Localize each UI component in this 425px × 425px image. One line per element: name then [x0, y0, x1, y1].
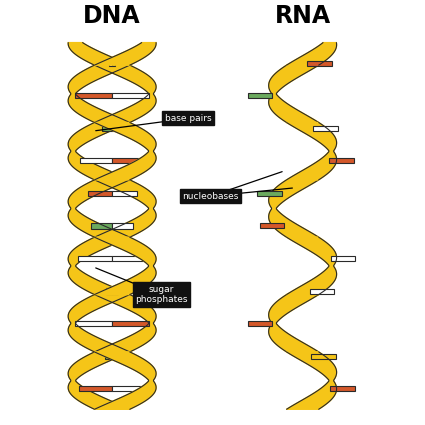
- Polygon shape: [286, 237, 337, 295]
- Bar: [260, 224, 284, 228]
- Bar: [91, 223, 112, 229]
- Bar: [310, 289, 334, 294]
- Bar: [112, 354, 119, 359]
- Polygon shape: [68, 237, 130, 295]
- Polygon shape: [269, 65, 319, 122]
- Polygon shape: [94, 237, 156, 295]
- Bar: [102, 125, 112, 131]
- Polygon shape: [94, 65, 156, 122]
- Polygon shape: [94, 42, 156, 65]
- Bar: [112, 256, 146, 261]
- Polygon shape: [68, 295, 130, 352]
- Text: sugar
phosphates: sugar phosphates: [135, 285, 187, 304]
- Text: DNA: DNA: [83, 4, 141, 28]
- Text: RNA: RNA: [275, 4, 331, 28]
- Text: nucleobases: nucleobases: [182, 192, 239, 201]
- Bar: [112, 158, 144, 164]
- Polygon shape: [68, 352, 130, 409]
- Bar: [257, 191, 282, 196]
- Bar: [112, 223, 133, 229]
- Bar: [106, 289, 112, 294]
- Bar: [112, 60, 115, 66]
- Bar: [109, 60, 112, 66]
- Bar: [331, 256, 355, 261]
- Polygon shape: [269, 180, 319, 237]
- Bar: [112, 93, 149, 98]
- Text: base pairs: base pairs: [164, 114, 211, 123]
- Bar: [248, 93, 272, 98]
- Polygon shape: [68, 65, 130, 122]
- Bar: [329, 159, 354, 163]
- Polygon shape: [286, 122, 337, 180]
- Polygon shape: [94, 122, 156, 180]
- Bar: [248, 321, 272, 326]
- Bar: [313, 126, 338, 131]
- Bar: [75, 93, 112, 98]
- Bar: [112, 125, 122, 131]
- Polygon shape: [94, 295, 156, 352]
- Bar: [311, 354, 336, 359]
- Bar: [80, 158, 112, 164]
- Polygon shape: [68, 122, 130, 180]
- Polygon shape: [286, 42, 337, 65]
- Polygon shape: [94, 352, 156, 409]
- Polygon shape: [286, 352, 337, 409]
- Bar: [78, 256, 112, 261]
- Polygon shape: [68, 42, 130, 65]
- Bar: [330, 386, 355, 391]
- Bar: [112, 289, 118, 294]
- Bar: [112, 321, 150, 326]
- Bar: [112, 191, 137, 196]
- Polygon shape: [269, 295, 319, 352]
- Bar: [75, 321, 112, 326]
- Bar: [79, 386, 112, 391]
- Bar: [112, 386, 145, 391]
- Polygon shape: [94, 180, 156, 237]
- Polygon shape: [68, 180, 130, 237]
- Bar: [105, 354, 112, 359]
- Bar: [307, 61, 332, 65]
- Bar: [88, 191, 112, 196]
